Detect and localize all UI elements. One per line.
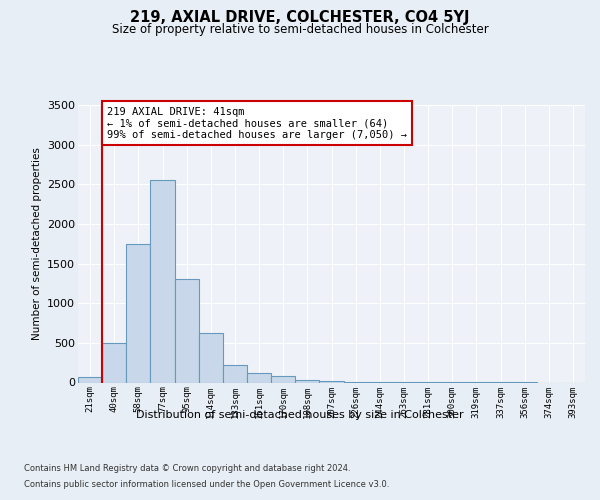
Text: 219 AXIAL DRIVE: 41sqm
← 1% of semi-detached houses are smaller (64)
99% of semi: 219 AXIAL DRIVE: 41sqm ← 1% of semi-deta… [107,106,407,140]
Text: Size of property relative to semi-detached houses in Colchester: Size of property relative to semi-detach… [112,22,488,36]
Bar [223,364,247,382]
Text: Distribution of semi-detached houses by size in Colchester: Distribution of semi-detached houses by … [136,410,464,420]
Bar [78,376,102,382]
Bar [199,333,223,382]
Bar [295,380,319,382]
Bar [271,376,295,382]
Text: Contains public sector information licensed under the Open Government Licence v3: Contains public sector information licen… [24,480,389,489]
Text: 219, AXIAL DRIVE, COLCHESTER, CO4 5YJ: 219, AXIAL DRIVE, COLCHESTER, CO4 5YJ [130,10,470,25]
Bar [247,374,271,382]
Bar [151,180,175,382]
Bar [126,244,151,382]
Y-axis label: Number of semi-detached properties: Number of semi-detached properties [32,148,41,340]
Bar [175,280,199,382]
Text: Contains HM Land Registry data © Crown copyright and database right 2024.: Contains HM Land Registry data © Crown c… [24,464,350,473]
Bar [102,343,126,382]
Bar [319,381,344,382]
